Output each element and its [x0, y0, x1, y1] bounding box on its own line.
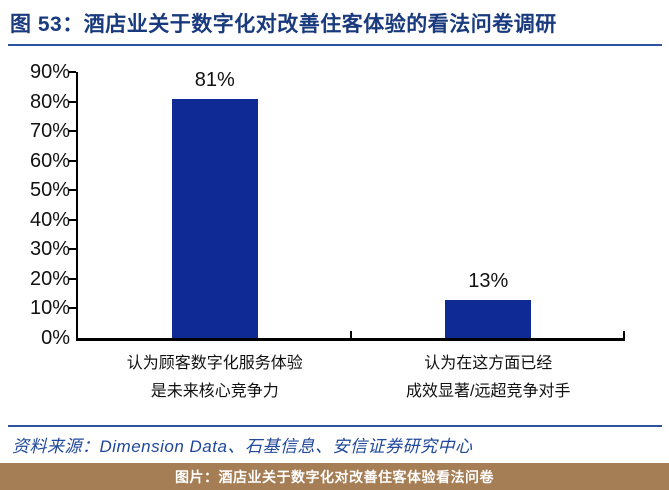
y-axis-tick	[69, 71, 76, 73]
y-axis-label: 50%	[29, 179, 70, 202]
y-axis-tick	[69, 100, 76, 103]
y-axis-tick	[69, 248, 76, 251]
y-axis-tick	[69, 277, 76, 280]
category-label-line: 认为在这方面已经	[424, 355, 553, 372]
source-line: 资料来源：Dimension Data、石基信息、安信证券研究中心	[12, 437, 473, 456]
y-axis-label: 80%	[29, 90, 70, 113]
y-axis-tick	[69, 159, 76, 162]
bar	[445, 299, 532, 338]
category-label-line: 成效显著/远超竞争对手	[406, 383, 571, 400]
bar	[171, 98, 258, 338]
x-axis-tick	[623, 331, 625, 338]
category-label-line: 是未来核心竞争力	[150, 383, 279, 400]
bar-chart: 0% 10% 20% 30% 40% 50% 60% 70% 80% 90% 81% 认为顾客数字化服…	[29, 61, 628, 406]
y-axis-tick	[69, 218, 76, 221]
y-axis-label: 60%	[29, 149, 70, 172]
y-axis-label: 10%	[29, 297, 70, 320]
x-axis-tick	[349, 331, 352, 338]
category-label: 认为顾客数字化服务体验 是未来核心竞争力	[75, 350, 355, 406]
y-axis-tick	[69, 307, 76, 310]
x-axis-line	[76, 338, 625, 341]
y-axis-label: 0%	[41, 327, 70, 349]
title-underline	[8, 44, 662, 46]
y-axis-tick	[69, 189, 76, 192]
y-axis-tick	[69, 130, 76, 133]
y-axis-label: 20%	[29, 267, 70, 290]
figure-title: 图 53：酒店业关于数字化对改善住客体验的看法问卷调研	[10, 13, 557, 36]
y-axis-label: 90%	[29, 61, 70, 83]
category-label: 认为在这方面已经成效显著/远超竞争对手	[348, 350, 628, 406]
caption-text: 图片：酒店业关于数字化对改善住客体验看法问卷	[175, 468, 494, 485]
y-axis-label: 30%	[29, 238, 70, 261]
bar-value-label: 81%	[194, 68, 235, 91]
y-axis-label: 40%	[29, 208, 70, 231]
category-label-line: 认为顾客数字化服务体验	[126, 355, 303, 372]
bar-value-label: 13%	[468, 269, 509, 292]
source-divider-line	[8, 425, 662, 427]
y-axis-label: 70%	[29, 120, 70, 143]
caption-bar: 图片：酒店业关于数字化对改善住客体验看法问卷	[0, 463, 669, 490]
y-axis-line	[76, 72, 78, 341]
